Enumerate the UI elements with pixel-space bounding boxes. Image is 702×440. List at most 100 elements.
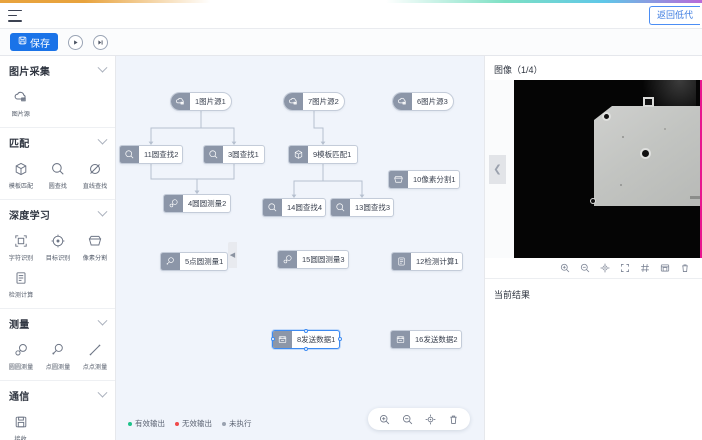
fit-view-icon[interactable] <box>600 263 610 273</box>
palette-group-title: 匹配 <box>9 139 30 150</box>
circle-circle-measure-icon <box>278 251 297 268</box>
flow-node-n10[interactable]: 10像素分割1 <box>388 170 460 189</box>
inspect-calc-icon <box>392 253 411 270</box>
flow-node-n15[interactable]: 15圆圆测量3 <box>277 250 349 269</box>
legend-dot <box>222 421 226 426</box>
speck-1 <box>622 136 624 138</box>
image-viewer[interactable]: ❮ <box>485 80 702 258</box>
flow-canvas[interactable]: ◀ 1图片源1 7图片源2 6图片源3 11圆查找2 3圆查找1 9模板匹配1 10像素分割… <box>116 56 484 440</box>
zoom-in-icon[interactable] <box>379 414 390 425</box>
palette-group-header[interactable]: 通信 <box>0 381 115 408</box>
run-once-button[interactable] <box>68 33 83 51</box>
zoom-out-icon[interactable] <box>580 263 590 273</box>
palette-items: 接收 <box>0 408 115 440</box>
flow-node-n9[interactable]: 9模板匹配1 <box>288 145 358 164</box>
delete-icon[interactable] <box>680 263 690 273</box>
palette-item-inspect-calc[interactable]: 检测计算 <box>2 266 39 303</box>
palette-item-circle-find[interactable]: 圆查找 <box>39 157 76 194</box>
pixel-segment-icon <box>389 171 408 188</box>
flow-node-label: 11圆查找2 <box>144 150 179 159</box>
flow-node-n1[interactable]: 1图片源1 <box>170 92 232 111</box>
chevron-down-icon[interactable] <box>97 62 108 73</box>
accent-strip <box>0 0 702 3</box>
palette-item-point-point-measure[interactable]: 点点测量 <box>76 338 113 375</box>
palette-item-line-find[interactable]: 直线查找 <box>76 157 113 194</box>
node-port-pt[interactable] <box>303 328 308 333</box>
fit-view-icon[interactable] <box>425 414 436 425</box>
zoom-in-icon[interactable] <box>560 263 570 273</box>
hole-marker-3 <box>590 198 596 204</box>
chevron-down-icon[interactable] <box>97 206 108 217</box>
flow-node-n14[interactable]: 14圆查找4 <box>262 198 326 217</box>
flow-node-label: 6图片源3 <box>417 97 448 106</box>
send-data-icon <box>273 331 292 348</box>
fullscreen-icon[interactable] <box>620 263 630 273</box>
flow-node-label: 1图片源1 <box>195 97 226 106</box>
flow-node-n8[interactable]: 8发送数据1 <box>270 328 342 351</box>
label-strip <box>690 196 702 199</box>
receive-data-icon <box>12 413 29 430</box>
flow-node-n12[interactable]: 12检测计算1 <box>391 252 463 271</box>
viewer-tools <box>485 258 702 279</box>
palette-group-header[interactable]: 图片采集 <box>0 56 115 83</box>
flow-node-n7[interactable]: 7图片源2 <box>283 92 345 111</box>
run-once-icon <box>72 33 79 51</box>
point-circle-measure-icon <box>49 341 66 358</box>
flow-node-n3[interactable]: 3圆查找1 <box>203 145 265 164</box>
hamburger-menu-icon[interactable] <box>8 9 22 22</box>
palette-item-label: 模板匹配 <box>8 183 33 190</box>
palette-item-receive-data[interactable]: 接收 <box>2 410 39 440</box>
legend-label: 无效输出 <box>182 419 212 428</box>
flow-node-label: 5点圆测量1 <box>185 257 224 266</box>
back-to-lowcode-button[interactable]: 返回低代 <box>648 6 700 25</box>
save-disk-icon <box>18 36 27 48</box>
status-legend: 有效输出 无效输出 未执行 <box>128 418 252 429</box>
circle-find-icon <box>49 160 66 177</box>
flow-node-n4[interactable]: 4圆圆测量2 <box>163 194 231 213</box>
palette-group-header[interactable]: 匹配 <box>0 128 115 155</box>
palette-item-circle-circle-measure[interactable]: 圆圆测量 <box>2 338 39 375</box>
palette-group-header[interactable]: 测量 <box>0 309 115 336</box>
palette-item-label: 目标识别 <box>45 255 70 262</box>
grid-icon[interactable] <box>640 263 650 273</box>
save-button[interactable]: 保存 <box>10 33 58 51</box>
flow-node-n6[interactable]: 6图片源3 <box>392 92 454 111</box>
palette-item-label: 直线查找 <box>82 183 107 190</box>
flow-node-n16[interactable]: 16发送数据2 <box>390 330 462 349</box>
palette-group-title: 测量 <box>9 320 30 331</box>
image-canvas[interactable] <box>514 80 702 258</box>
collapse-left-icon[interactable]: ◀ <box>228 242 237 268</box>
node-port-pr[interactable] <box>337 337 342 341</box>
legend-dot <box>128 421 132 426</box>
chevron-down-icon[interactable] <box>97 134 108 145</box>
flow-node-label: 16发送数据2 <box>415 335 458 344</box>
palette-item-label: 像素分割 <box>82 255 107 262</box>
chevron-down-icon[interactable] <box>97 387 108 398</box>
palette-item-pixel-segment[interactable]: 像素分割 <box>76 229 113 266</box>
node-port-pb[interactable] <box>303 346 308 351</box>
palette-item-label: 图片源 <box>11 111 30 118</box>
flow-nodes-layer: 1图片源1 7图片源2 6图片源3 11圆查找2 3圆查找1 9模板匹配1 10像素分割1 4… <box>116 56 484 440</box>
notch-marker <box>643 97 654 107</box>
flow-node-n11[interactable]: 11圆查找2 <box>119 145 183 164</box>
palette-item-point-circle-measure[interactable]: 点圆测量 <box>39 338 76 375</box>
node-port-pl[interactable] <box>270 337 275 341</box>
flow-node-label: 4圆圆测量2 <box>188 199 227 208</box>
run-continuous-button[interactable] <box>93 34 108 50</box>
flow-node-n13[interactable]: 13圆查找3 <box>330 198 394 217</box>
prev-image-button[interactable]: ❮ <box>489 155 506 184</box>
tool-palette: 图片采集图片源匹配模板匹配 圆查找 直线查找深度学习 字符识别 目标识别 像素分割检测计算… <box>0 56 116 440</box>
save-image-icon[interactable] <box>660 263 670 273</box>
circle-find-icon <box>263 199 282 216</box>
image-source-icon <box>393 93 412 110</box>
palette-item-ocr[interactable]: 字符识别 <box>2 229 39 266</box>
delete-icon[interactable] <box>448 414 459 425</box>
point-circle-measure-icon <box>161 253 180 270</box>
palette-item-image-source[interactable]: 图片源 <box>2 85 39 122</box>
palette-item-target-detect[interactable]: 目标识别 <box>39 229 76 266</box>
palette-item-template-match[interactable]: 模板匹配 <box>2 157 39 194</box>
zoom-out-icon[interactable] <box>402 414 413 425</box>
chevron-down-icon[interactable] <box>97 315 108 326</box>
flow-node-n5[interactable]: 5点圆测量1 <box>160 252 228 271</box>
palette-group-header[interactable]: 深度学习 <box>0 200 115 227</box>
